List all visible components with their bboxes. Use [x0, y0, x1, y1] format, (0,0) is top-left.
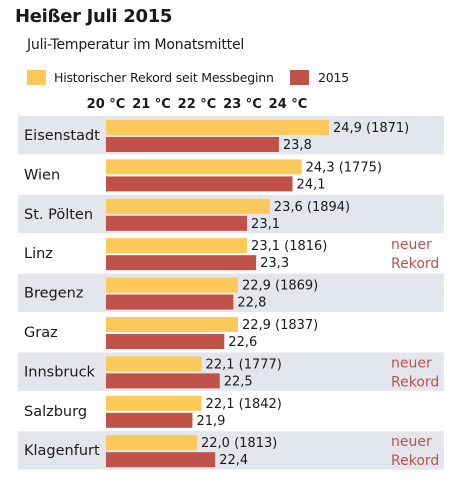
data-label-record: 22,9 (1837) — [242, 318, 318, 333]
bar-2015 — [106, 334, 225, 349]
bar-record — [106, 356, 202, 372]
bar-record — [106, 317, 238, 332]
legend-label-record: Historischer Rekord seit Messbeginn — [54, 70, 274, 85]
bar-2015 — [106, 137, 279, 152]
note-label: neuer — [391, 355, 432, 371]
data-label-2015: 23,3 — [260, 256, 289, 271]
data-label-record: 23,1 (1816) — [251, 239, 327, 254]
category-label: St. Pölten — [24, 207, 93, 223]
data-label-2015: 21,9 — [196, 414, 225, 429]
data-label-2015: 22,4 — [219, 453, 248, 468]
bar-2015 — [106, 215, 248, 231]
data-label-2015: 23,8 — [283, 138, 312, 153]
legend-label-2015: 2015 — [318, 70, 350, 85]
chart-subtitle: Juli-Temperatur im Monatsmittel — [27, 37, 245, 53]
category-label: Bregenz — [24, 286, 83, 302]
x-tick-label: 21 °C — [132, 97, 171, 112]
data-label-2015: 22,5 — [224, 374, 253, 389]
note-label: neuer — [391, 434, 432, 450]
category-label: Salzburg — [24, 404, 87, 420]
data-label-record: 22,9 (1869) — [242, 279, 318, 294]
bar-record — [106, 198, 270, 214]
note-label: Rekord — [391, 453, 439, 469]
data-label-record: 23,6 (1894) — [274, 200, 350, 215]
legend-swatch-record — [27, 70, 46, 85]
bar-2015 — [106, 294, 234, 310]
bar-record — [106, 159, 302, 175]
legend-swatch-2015 — [290, 70, 309, 85]
data-label-2015: 22,8 — [237, 296, 266, 311]
chart-title: Heißer Juli 2015 — [15, 6, 173, 27]
data-label-2015: 23,1 — [251, 217, 280, 232]
data-label-record: 24,9 (1871) — [333, 121, 409, 136]
bar-record — [106, 238, 248, 254]
category-label: Klagenfurt — [24, 443, 100, 459]
bar-record — [106, 395, 202, 411]
x-tick-label: 20 °C — [87, 97, 126, 112]
category-label: Innsbruck — [24, 364, 96, 380]
row-band — [18, 352, 444, 391]
note-label: Rekord — [391, 256, 439, 272]
category-label: Linz — [24, 246, 53, 262]
x-tick-label: 23 °C — [223, 97, 262, 112]
bar-2015 — [106, 176, 293, 192]
bar-record — [106, 277, 238, 293]
data-label-2015: 22,6 — [228, 335, 257, 350]
data-label-record: 22,0 (1813) — [201, 436, 277, 451]
bar-record — [106, 120, 329, 135]
row-band — [18, 431, 444, 470]
category-label: Graz — [24, 325, 58, 341]
bar-2015 — [106, 412, 193, 428]
category-label: Wien — [24, 167, 60, 183]
x-tick-label: 22 °C — [178, 97, 217, 112]
bar-record — [106, 435, 197, 451]
note-label: Rekord — [391, 374, 439, 390]
x-tick-label: 24 °C — [269, 97, 308, 112]
bar-2015 — [106, 452, 216, 468]
category-label: Eisenstadt — [24, 128, 100, 144]
data-label-record: 24,3 (1775) — [306, 160, 382, 175]
data-label-record: 22,1 (1777) — [206, 357, 282, 372]
data-label-record: 22,1 (1842) — [206, 397, 282, 412]
data-label-2015: 24,1 — [297, 177, 326, 192]
bar-2015 — [106, 255, 257, 271]
bar-2015 — [106, 373, 220, 389]
note-label: neuer — [391, 237, 432, 253]
